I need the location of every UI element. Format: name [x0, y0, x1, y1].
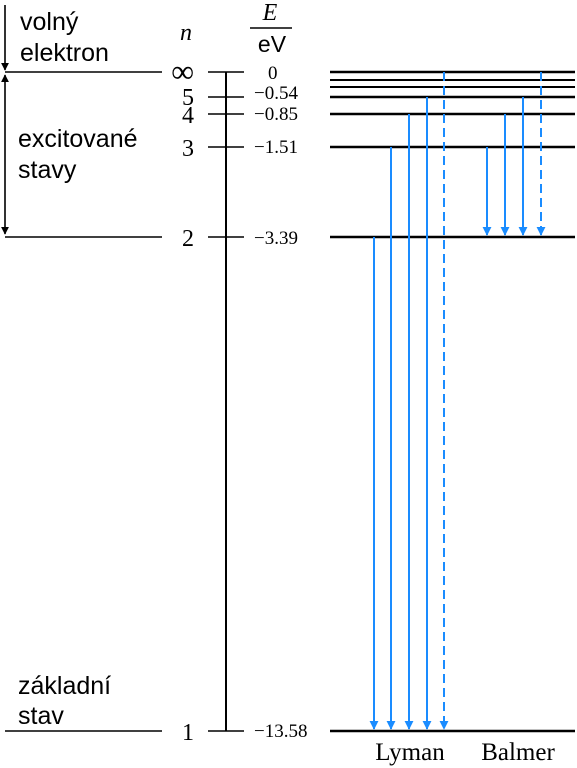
lyman-series-arrows [369, 72, 449, 730]
n-label-4: 4 [182, 103, 194, 129]
excited-states-label-line1: excitované [18, 125, 138, 153]
free-electron-label-line2: elektron [20, 39, 109, 67]
ground-state-label-line1: základní [18, 672, 111, 700]
energy-header-denominator: eV [258, 31, 287, 57]
excited-states-label-line2: stavy [18, 156, 77, 184]
n-label-2: 2 [182, 226, 194, 252]
free-electron-label-line1: volný [20, 8, 79, 36]
energy-header-numerator: E [262, 0, 278, 26]
balmer-series-label: Balmer [481, 739, 555, 766]
energy-label-5: −0.54 [254, 83, 298, 104]
energy-label-2: −3.39 [254, 228, 298, 249]
level-ticks [208, 71, 244, 732]
n-label-inf: ∞ [171, 53, 194, 89]
n-label-1: 1 [182, 720, 194, 746]
n-label-3: 3 [182, 136, 194, 162]
balmer-series-arrows [482, 72, 546, 236]
n-label-5: 5 [182, 85, 194, 111]
energy-level-lines [330, 70, 575, 733]
energy-label-inf: 0 [268, 63, 278, 84]
n-header: n [180, 20, 192, 46]
lyman-series-label: Lyman [375, 739, 445, 766]
ground-state-label-line2: stav [18, 702, 64, 730]
energy-label-3: −1.51 [254, 137, 298, 158]
energy-label-1: −13.58 [254, 721, 307, 742]
energy-label-4: −0.85 [254, 104, 298, 125]
